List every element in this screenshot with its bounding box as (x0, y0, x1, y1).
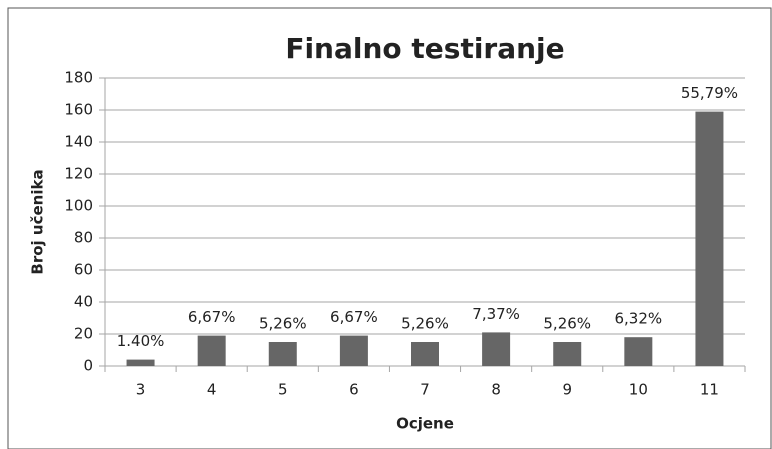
data-label: 1.40% (117, 332, 165, 350)
x-tick-label: 11 (700, 381, 719, 399)
data-label: 6,67% (188, 308, 236, 326)
chart-title: Finalno testiranje (285, 32, 564, 65)
y-tick-label: 160 (64, 101, 93, 119)
y-tick-label: 100 (64, 197, 93, 215)
x-tick-label: 6 (349, 381, 359, 399)
y-tick-label: 40 (74, 293, 93, 311)
y-tick-label: 80 (74, 229, 93, 247)
data-label: 55,79% (681, 84, 738, 102)
bar (553, 342, 582, 366)
bar (624, 337, 653, 366)
data-label: 5,26% (543, 315, 591, 333)
bar (411, 342, 439, 366)
x-tick-label: 3 (136, 381, 146, 399)
x-tick-label: 5 (278, 381, 288, 399)
bar (126, 359, 155, 366)
data-label: 7,37% (472, 305, 520, 323)
bar (339, 335, 368, 366)
x-axis-label: Ocjene (396, 415, 454, 433)
y-axis-label: Broj učenika (29, 169, 47, 274)
data-label: 6,32% (615, 310, 663, 328)
chart-frame (7, 7, 772, 449)
x-tick-label: 10 (629, 381, 648, 399)
data-label: 5,26% (401, 315, 449, 333)
y-tick-label: 180 (64, 69, 93, 87)
bar (268, 342, 297, 366)
bar (197, 335, 226, 366)
y-tick-label: 120 (64, 165, 93, 183)
y-tick-label: 0 (83, 357, 93, 375)
data-label: 6,67% (330, 308, 378, 326)
x-tick-label: 9 (562, 381, 572, 399)
x-tick-label: 7 (420, 381, 430, 399)
y-tick-label: 140 (64, 133, 93, 151)
y-tick-label: 60 (74, 261, 93, 279)
y-tick-label: 20 (74, 325, 93, 343)
data-label: 5,26% (259, 315, 307, 333)
bar (482, 332, 511, 366)
x-tick-label: 8 (491, 381, 501, 399)
bar (695, 111, 724, 366)
x-tick-label: 4 (207, 381, 217, 399)
